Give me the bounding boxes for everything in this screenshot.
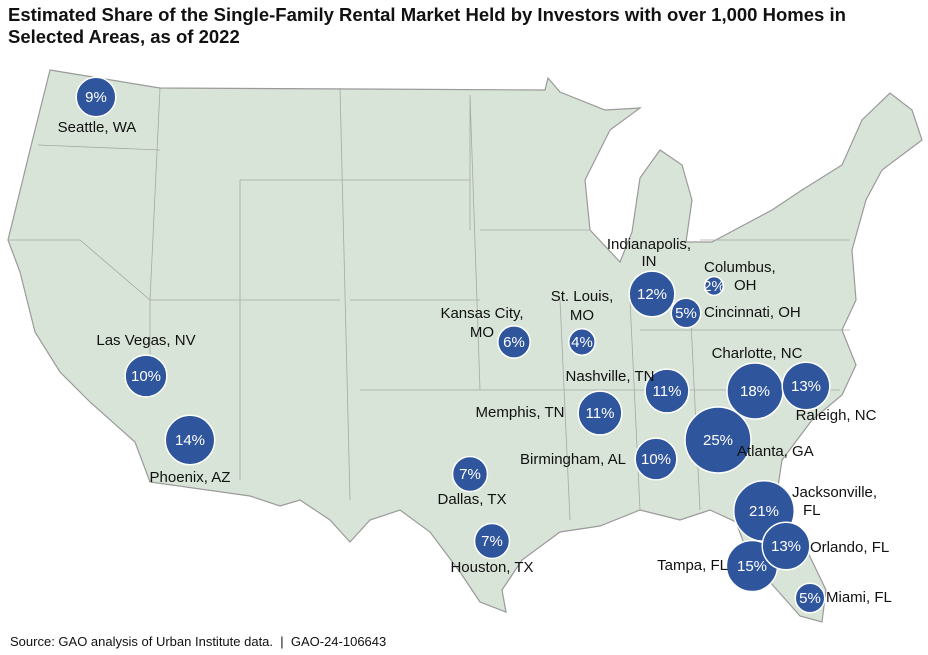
city-name: Tampa, FL (657, 557, 728, 574)
city-bubble (164, 414, 216, 466)
bubble-label: 10% (131, 368, 161, 385)
city-name: Orlando, FL (810, 539, 889, 556)
city-bubble (75, 76, 117, 118)
city-name: Charlotte, NC (712, 345, 803, 362)
city-bubble (761, 521, 811, 571)
city-bubble (568, 328, 596, 356)
city-bubble (634, 437, 678, 481)
city-bubble (670, 297, 702, 329)
city-name: Atlanta, GA (737, 443, 814, 460)
city-name: Dallas, TX (438, 491, 507, 508)
city-bubble (644, 368, 690, 414)
bubble-label: 2% (703, 278, 725, 295)
state-lines (8, 87, 850, 521)
city-bubble (794, 582, 826, 614)
bubble-label: 7% (459, 466, 481, 483)
bubble-label: 4% (571, 334, 593, 351)
bubble-label: 9% (85, 89, 107, 106)
city-name: Birmingham, AL (520, 451, 626, 468)
city-name: Memphis, TN (476, 404, 565, 421)
city-bubble (124, 354, 168, 398)
city-bubble (473, 522, 511, 560)
city-name: Seattle, WA (58, 119, 137, 136)
city-bubble (451, 455, 489, 493)
city-bubble (577, 390, 623, 436)
bubble-label: 11% (586, 405, 615, 422)
city-bubble (684, 406, 752, 474)
bubble-label: 6% (503, 334, 525, 351)
map: 25% 21% 18% 15% 14% 13% 13% 12% 11% 11% 10% 10% 9% 7%… (7, 69, 923, 623)
bubble-label: 21% (749, 503, 779, 520)
bubble-label: 15% (737, 558, 767, 575)
bubble-label: 18% (740, 383, 770, 400)
city-name: Las Vegas, NV (96, 332, 195, 349)
city-name: Raleigh, NC (796, 407, 877, 424)
bubble-label: 5% (675, 305, 697, 322)
bubble-label: 10% (641, 451, 671, 468)
city-name: Kansas City, MO (440, 305, 523, 341)
bubble-label: 25% (703, 432, 733, 449)
bubble-label: 5% (799, 590, 821, 607)
city-bubble (703, 275, 725, 297)
bubble-label: 14% (175, 432, 205, 449)
city-name: Cincinnati, OH (704, 304, 801, 321)
city-bubble (628, 270, 676, 318)
city-bubble (781, 361, 831, 411)
bubble-label: 7% (481, 533, 503, 550)
city-name: Miami, FL (826, 589, 892, 606)
map-title: Estimated Share of the Single-Family Ren… (8, 4, 846, 47)
source-note: Source: GAO analysis of Urban Institute … (10, 634, 387, 649)
city-name: Nashville, TN (566, 368, 655, 385)
bubble-label: 13% (791, 378, 821, 395)
city-name: St. Louis, MO (551, 288, 614, 324)
bubble-label: 12% (637, 286, 667, 303)
bubble-label: 13% (771, 538, 801, 555)
city-name: Jacksonville, FL (792, 484, 877, 519)
city-bubble (497, 325, 531, 359)
city-name: Columbus, OH (704, 259, 776, 294)
bubble-label: 11% (653, 383, 682, 400)
city-name: Phoenix, AZ (150, 469, 231, 486)
city-name: Houston, TX (450, 559, 533, 576)
city-name: Indianapolis, IN (607, 236, 691, 270)
